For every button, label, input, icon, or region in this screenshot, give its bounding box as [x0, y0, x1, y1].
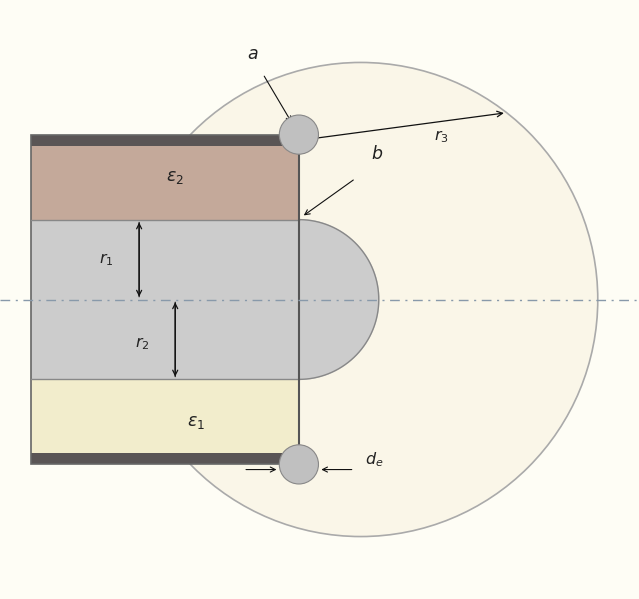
Bar [31, 135, 299, 220]
Polygon shape [299, 220, 379, 379]
Bar [31, 135, 299, 464]
Text: $r_3$: $r_3$ [434, 128, 449, 145]
Text: $\varepsilon_2$: $\varepsilon_2$ [166, 168, 184, 186]
Text: $r_2$: $r_2$ [135, 335, 150, 352]
Circle shape [124, 62, 597, 537]
Text: $d_e$: $d_e$ [365, 450, 383, 468]
Bar [31, 220, 299, 379]
Text: $\varepsilon_1$: $\varepsilon_1$ [187, 413, 205, 431]
Circle shape [279, 115, 318, 154]
Text: $r_1$: $r_1$ [99, 251, 113, 268]
Bar [31, 379, 299, 464]
Bar [31, 453, 299, 464]
Wedge shape [279, 445, 318, 464]
Circle shape [279, 445, 318, 484]
Bar [31, 135, 299, 146]
Text: $b$: $b$ [371, 145, 383, 163]
Text: $a$: $a$ [247, 46, 258, 63]
Wedge shape [279, 135, 318, 154]
